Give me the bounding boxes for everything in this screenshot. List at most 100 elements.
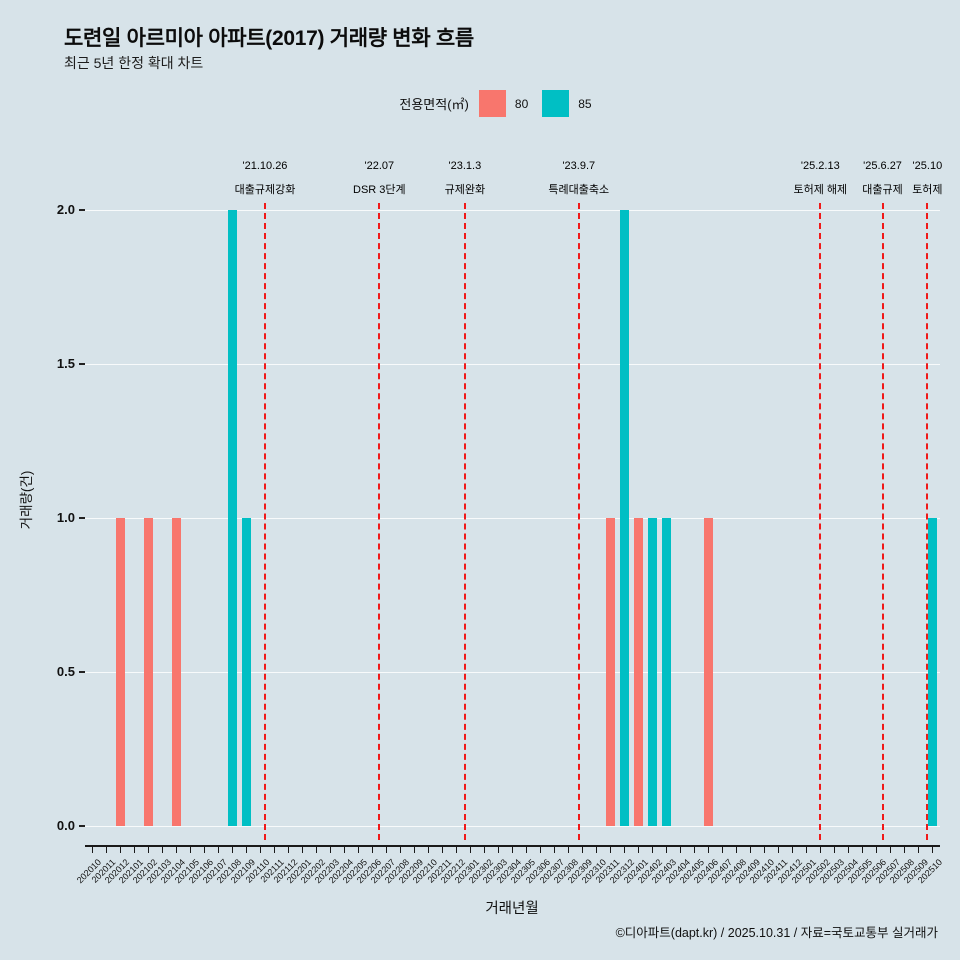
- x-tick: [91, 847, 93, 853]
- event-label: 토허제 해제: [793, 184, 848, 196]
- gridline: [85, 517, 940, 519]
- x-tick: [119, 847, 121, 853]
- x-tick: [890, 847, 892, 853]
- x-tick: [806, 847, 808, 853]
- event-line: [463, 203, 466, 840]
- x-tick: [427, 847, 429, 853]
- x-tick: [582, 847, 584, 853]
- gridline: [85, 209, 940, 211]
- x-tick: [610, 847, 612, 853]
- event-date: '25.2.13: [800, 160, 840, 172]
- x-tick: [750, 847, 752, 853]
- x-tick: [722, 847, 724, 853]
- bar-85-202510: [928, 518, 938, 826]
- x-tick: [259, 847, 261, 853]
- event-date: '21.10.26: [242, 160, 288, 172]
- x-tick: [862, 847, 864, 853]
- legend-item-85: 85: [578, 96, 592, 111]
- event-line: [881, 203, 884, 840]
- y-tick: [79, 209, 85, 211]
- credit-footer: ©디아파트(dapt.kr) / 2025.10.31 / 자료=국토교통부 실…: [615, 926, 938, 940]
- x-tick: [792, 847, 794, 853]
- x-tick: [413, 847, 415, 853]
- bar-80-202012: [115, 518, 125, 826]
- event-date: '25.6.27: [863, 160, 902, 172]
- bar-85-202312: [620, 210, 630, 826]
- x-tick: [385, 847, 387, 853]
- x-tick: [666, 847, 668, 853]
- event-label: 대출규제강화: [234, 184, 296, 196]
- event-line: [926, 203, 929, 840]
- event-date: '22.07: [364, 160, 395, 172]
- y-tick-label: 0.0: [56, 818, 75, 833]
- event-label: 특례대출축소: [548, 184, 610, 196]
- bar-80-202104: [171, 518, 181, 826]
- x-tick: [778, 847, 780, 853]
- event-label: DSR 3단계: [353, 184, 406, 196]
- x-tick: [708, 847, 710, 853]
- x-tick: [203, 847, 205, 853]
- event-label: 대출규제: [862, 184, 903, 196]
- x-tick: [399, 847, 401, 853]
- event-line: [577, 203, 580, 840]
- x-tick: [315, 847, 317, 853]
- y-tick-label: 0.5: [56, 664, 75, 679]
- bar-85-202108: [227, 210, 237, 826]
- x-tick: [918, 847, 920, 853]
- x-tick: [469, 847, 471, 853]
- x-tick: [329, 847, 331, 853]
- x-tick: [820, 847, 822, 853]
- x-tick: [133, 847, 135, 853]
- bar-80-202406: [704, 518, 714, 826]
- x-tick: [848, 847, 850, 853]
- x-tick: [554, 847, 556, 853]
- x-tick: [301, 847, 303, 853]
- y-tick-label: 1.0: [56, 510, 75, 525]
- x-tick: [105, 847, 107, 853]
- bar-80-202401: [634, 518, 644, 826]
- x-tick: [512, 847, 513, 853]
- event-label: 규제완화: [444, 184, 486, 196]
- y-tick: [79, 825, 85, 827]
- bar-85-202109: [241, 518, 251, 826]
- x-tick: [287, 847, 289, 853]
- bar-85-202402: [648, 518, 658, 826]
- legend-swatch-80: [478, 90, 506, 117]
- x-tick: [497, 847, 499, 853]
- x-tick: [343, 847, 345, 853]
- y-tick: [79, 517, 85, 519]
- x-tick: [371, 847, 373, 853]
- x-tick: [273, 847, 275, 853]
- x-tick: [455, 847, 457, 853]
- bar-85-202403: [662, 518, 672, 826]
- x-tick: [175, 847, 177, 853]
- bar-80-202102: [143, 518, 153, 826]
- gridline: [85, 825, 940, 827]
- x-tick: [736, 847, 738, 853]
- x-tick: [357, 847, 359, 853]
- x-tick: [568, 847, 570, 853]
- gridline: [85, 671, 940, 673]
- x-tick: [231, 847, 233, 853]
- x-tick: [245, 847, 247, 853]
- x-tick: [526, 847, 528, 853]
- event-label: 토허제: [912, 184, 943, 196]
- x-tick: [680, 847, 682, 853]
- y-tick: [79, 363, 85, 365]
- legend-item-80: 80: [514, 96, 529, 111]
- x-tick: [932, 847, 934, 853]
- x-tick: [483, 847, 485, 853]
- x-tick: [694, 847, 696, 853]
- x-tick: [652, 847, 654, 853]
- x-tick: [834, 847, 836, 853]
- event-line: [263, 203, 266, 840]
- bar-80-202311: [606, 518, 616, 826]
- x-tick: [441, 847, 443, 853]
- event-date: '25.10: [912, 160, 943, 172]
- legend-title: 전용면적(㎡): [399, 97, 469, 112]
- x-tick: [876, 847, 878, 853]
- page-subtitle: 최근 5년 한정 확대 차트: [64, 55, 204, 71]
- x-axis-title: 거래년월: [485, 901, 539, 917]
